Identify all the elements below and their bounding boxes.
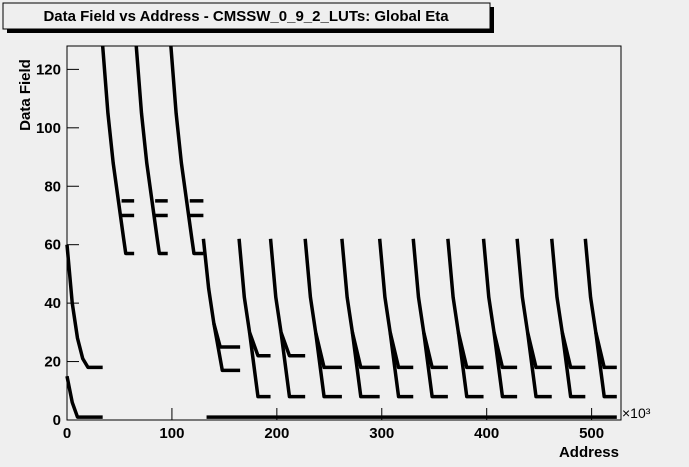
y-tick-label: 100 [36, 120, 61, 137]
y-axis-label: Data Field [17, 59, 34, 131]
data-trace [492, 332, 518, 399]
y-tick-label: 120 [36, 61, 61, 78]
plot-frame [66, 45, 622, 421]
data-trace [201, 238, 241, 349]
data-trace [65, 244, 103, 370]
data-trace [560, 332, 586, 399]
data-trace [100, 45, 135, 256]
x-tick-label: 400 [474, 425, 499, 442]
data-trace [388, 332, 414, 399]
x-tick-label: 300 [369, 425, 394, 442]
data-trace [422, 332, 448, 399]
title-box [2, 2, 491, 30]
data-trace [247, 332, 271, 399]
x-multiplier: ×10³ [622, 405, 651, 421]
y-tick-label: 60 [44, 237, 61, 254]
y-tick-label: 20 [44, 354, 61, 371]
data-trace [350, 332, 380, 399]
x-axis-label: Address [559, 444, 619, 461]
data-trace [212, 323, 241, 373]
data-trace [65, 375, 103, 419]
data-trace [525, 332, 552, 399]
x-tick-label: 500 [579, 425, 604, 442]
data-trace [134, 45, 168, 256]
y-tick-label: 80 [44, 178, 61, 195]
x-tick-label: 0 [63, 425, 71, 442]
chart-title: Data Field vs Address - CMSSW_0_9_2_LUTs… [43, 8, 449, 25]
x-tick-label: 200 [264, 425, 289, 442]
data-trace [594, 332, 617, 399]
x-tick-label: 100 [159, 425, 184, 442]
data-trace [313, 332, 342, 399]
data-trace [279, 332, 306, 399]
data-trace [169, 45, 204, 256]
y-tick-label: 0 [53, 412, 61, 429]
data-trace [456, 332, 484, 399]
y-tick-label: 40 [44, 295, 61, 312]
